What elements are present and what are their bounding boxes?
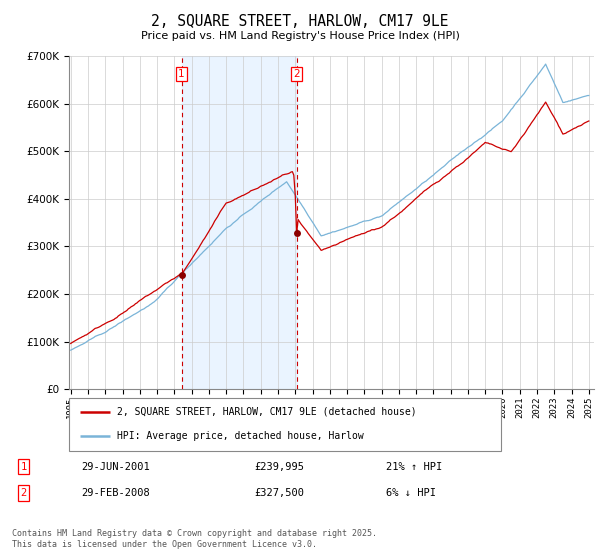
Text: HPI: Average price, detached house, Harlow: HPI: Average price, detached house, Harl… — [116, 431, 363, 441]
Text: 21% ↑ HPI: 21% ↑ HPI — [386, 461, 443, 472]
Text: 2: 2 — [20, 488, 26, 498]
Text: Price paid vs. HM Land Registry's House Price Index (HPI): Price paid vs. HM Land Registry's House … — [140, 31, 460, 41]
Text: 1: 1 — [178, 69, 185, 80]
Text: 29-JUN-2001: 29-JUN-2001 — [81, 461, 150, 472]
Text: 1: 1 — [20, 461, 26, 472]
Text: 2, SQUARE STREET, HARLOW, CM17 9LE (detached house): 2, SQUARE STREET, HARLOW, CM17 9LE (deta… — [116, 407, 416, 417]
Text: 29-FEB-2008: 29-FEB-2008 — [81, 488, 150, 498]
Text: 2: 2 — [293, 69, 300, 80]
Text: £327,500: £327,500 — [254, 488, 304, 498]
FancyBboxPatch shape — [69, 398, 501, 451]
Text: Contains HM Land Registry data © Crown copyright and database right 2025.
This d: Contains HM Land Registry data © Crown c… — [12, 529, 377, 549]
Bar — [182, 56, 296, 389]
Text: 2, SQUARE STREET, HARLOW, CM17 9LE: 2, SQUARE STREET, HARLOW, CM17 9LE — [151, 14, 449, 29]
Text: 6% ↓ HPI: 6% ↓ HPI — [386, 488, 436, 498]
Text: £239,995: £239,995 — [254, 461, 304, 472]
